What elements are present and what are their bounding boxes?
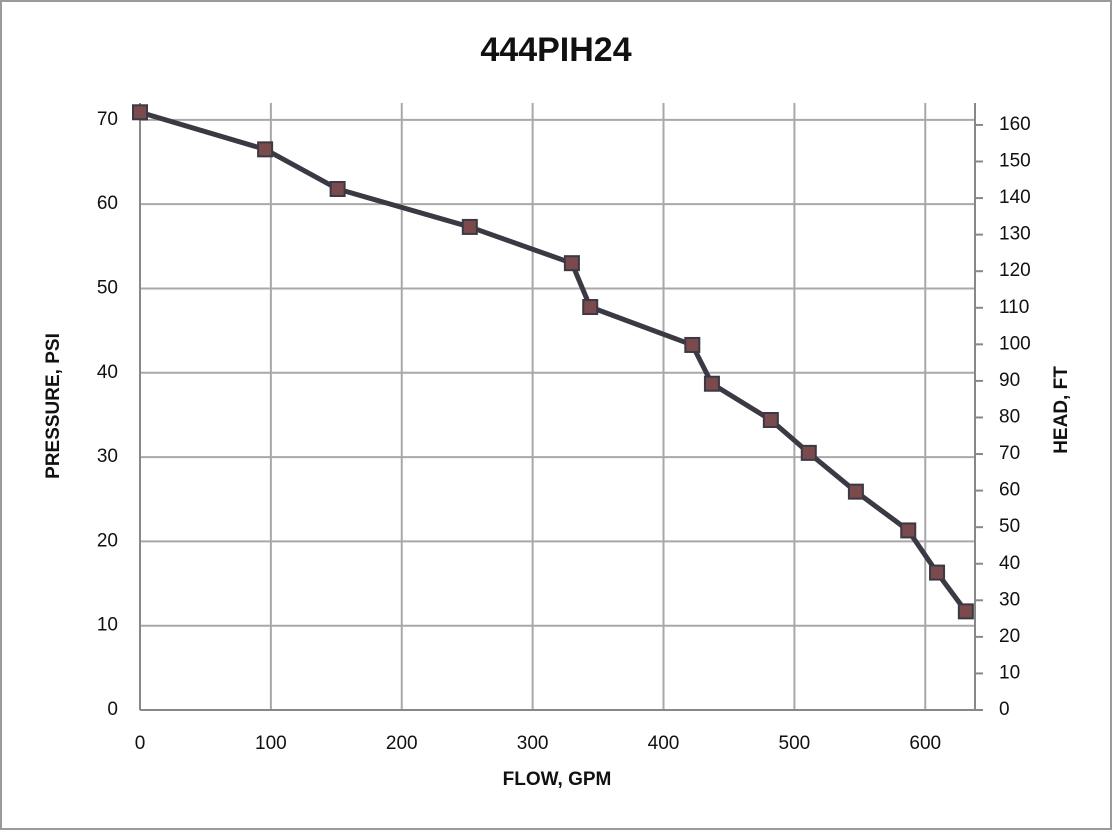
data-point bbox=[900, 522, 917, 539]
data-point bbox=[957, 603, 974, 620]
data-point bbox=[684, 336, 701, 353]
y-tick-label: 40 bbox=[97, 362, 118, 383]
data-point bbox=[257, 141, 274, 158]
y2-tick-label: 150 bbox=[999, 151, 1031, 172]
y-tick-label: 0 bbox=[107, 699, 118, 720]
y-tick-label: 20 bbox=[97, 530, 118, 551]
data-line bbox=[139, 109, 968, 613]
y2-axis-title: HEAD, FT bbox=[1051, 366, 1072, 454]
y2-tick-label: 0 bbox=[999, 699, 1010, 720]
y2-tick-label: 30 bbox=[999, 589, 1020, 610]
x-tick-label: 300 bbox=[517, 733, 549, 754]
x-tick-label: 100 bbox=[255, 733, 287, 754]
y2-tick-label: 160 bbox=[999, 114, 1031, 135]
data-point bbox=[329, 180, 346, 197]
chart-title: 444PIH24 bbox=[480, 31, 631, 69]
y2-tick-label: 60 bbox=[999, 480, 1020, 501]
y-tick-label: 60 bbox=[97, 193, 118, 214]
y2-tick-label: 50 bbox=[999, 516, 1020, 537]
data-point bbox=[762, 411, 779, 428]
data-point bbox=[582, 299, 599, 316]
y2-tick-label: 40 bbox=[999, 553, 1020, 574]
data-point bbox=[800, 444, 817, 461]
y2-tick-label: 20 bbox=[999, 626, 1020, 647]
y2-tick-label: 90 bbox=[999, 370, 1020, 391]
x-axis-title: FLOW, GPM bbox=[503, 769, 612, 790]
y2-tick-label: 140 bbox=[999, 187, 1031, 208]
data-point bbox=[847, 483, 864, 500]
y-tick-label: 10 bbox=[97, 615, 118, 636]
x-tick-label: 200 bbox=[386, 733, 418, 754]
x-tick-label: 600 bbox=[909, 733, 941, 754]
y2-tick-label: 100 bbox=[999, 333, 1031, 354]
y2-tick-label: 120 bbox=[999, 260, 1031, 281]
data-point bbox=[461, 218, 478, 235]
data-point bbox=[132, 104, 148, 121]
y2-tick-label: 70 bbox=[999, 443, 1020, 464]
x-tick-label: 0 bbox=[135, 733, 146, 754]
y-tick-label: 50 bbox=[97, 277, 118, 298]
y2-tick-label: 110 bbox=[999, 297, 1029, 318]
x-tick-label: 400 bbox=[648, 733, 680, 754]
y-axis-title: PRESSURE, PSI bbox=[43, 333, 64, 479]
y2-tick-label: 80 bbox=[999, 406, 1020, 427]
y2-tick-label: 130 bbox=[999, 224, 1031, 245]
y-tick-label: 30 bbox=[97, 446, 118, 467]
y2-tick-label: 10 bbox=[999, 662, 1020, 683]
y-tick-label: 70 bbox=[97, 109, 118, 130]
data-point bbox=[929, 564, 946, 581]
data-point bbox=[563, 255, 580, 272]
data-point bbox=[703, 375, 720, 392]
x-tick-label: 500 bbox=[779, 733, 811, 754]
